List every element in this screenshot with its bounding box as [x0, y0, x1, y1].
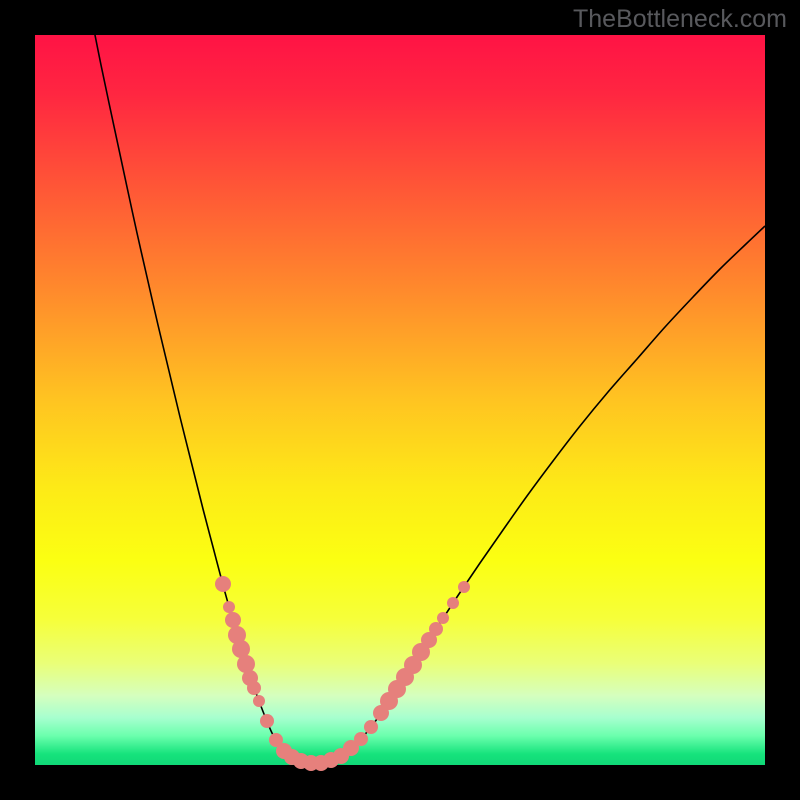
scatter-point [447, 597, 459, 609]
scatter-point [437, 612, 449, 624]
figure-root: TheBottleneck.com [0, 0, 800, 800]
scatter-point [215, 576, 231, 592]
scatter-point [458, 581, 470, 593]
scatter-point [225, 612, 241, 628]
scatter-point [253, 695, 265, 707]
scatter-point [429, 622, 443, 636]
scatter-point [247, 681, 261, 695]
scatter-point [223, 601, 235, 613]
watermark-text: TheBottleneck.com [573, 5, 787, 34]
scatter-point [354, 732, 368, 746]
scatter-point [237, 655, 255, 673]
plot-area [35, 35, 765, 765]
scatter-point [260, 714, 274, 728]
scatter-group [215, 576, 470, 771]
scatter-point [364, 720, 378, 734]
curve-layer [35, 35, 765, 765]
